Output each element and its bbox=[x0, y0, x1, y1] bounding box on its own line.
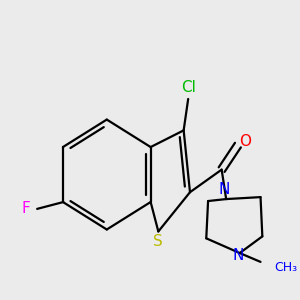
Text: N: N bbox=[219, 182, 230, 197]
Text: S: S bbox=[154, 234, 163, 249]
Text: Cl: Cl bbox=[181, 80, 196, 95]
Text: N: N bbox=[232, 248, 244, 262]
Text: F: F bbox=[21, 201, 30, 216]
Text: CH₃: CH₃ bbox=[274, 261, 297, 274]
Text: O: O bbox=[239, 134, 251, 149]
